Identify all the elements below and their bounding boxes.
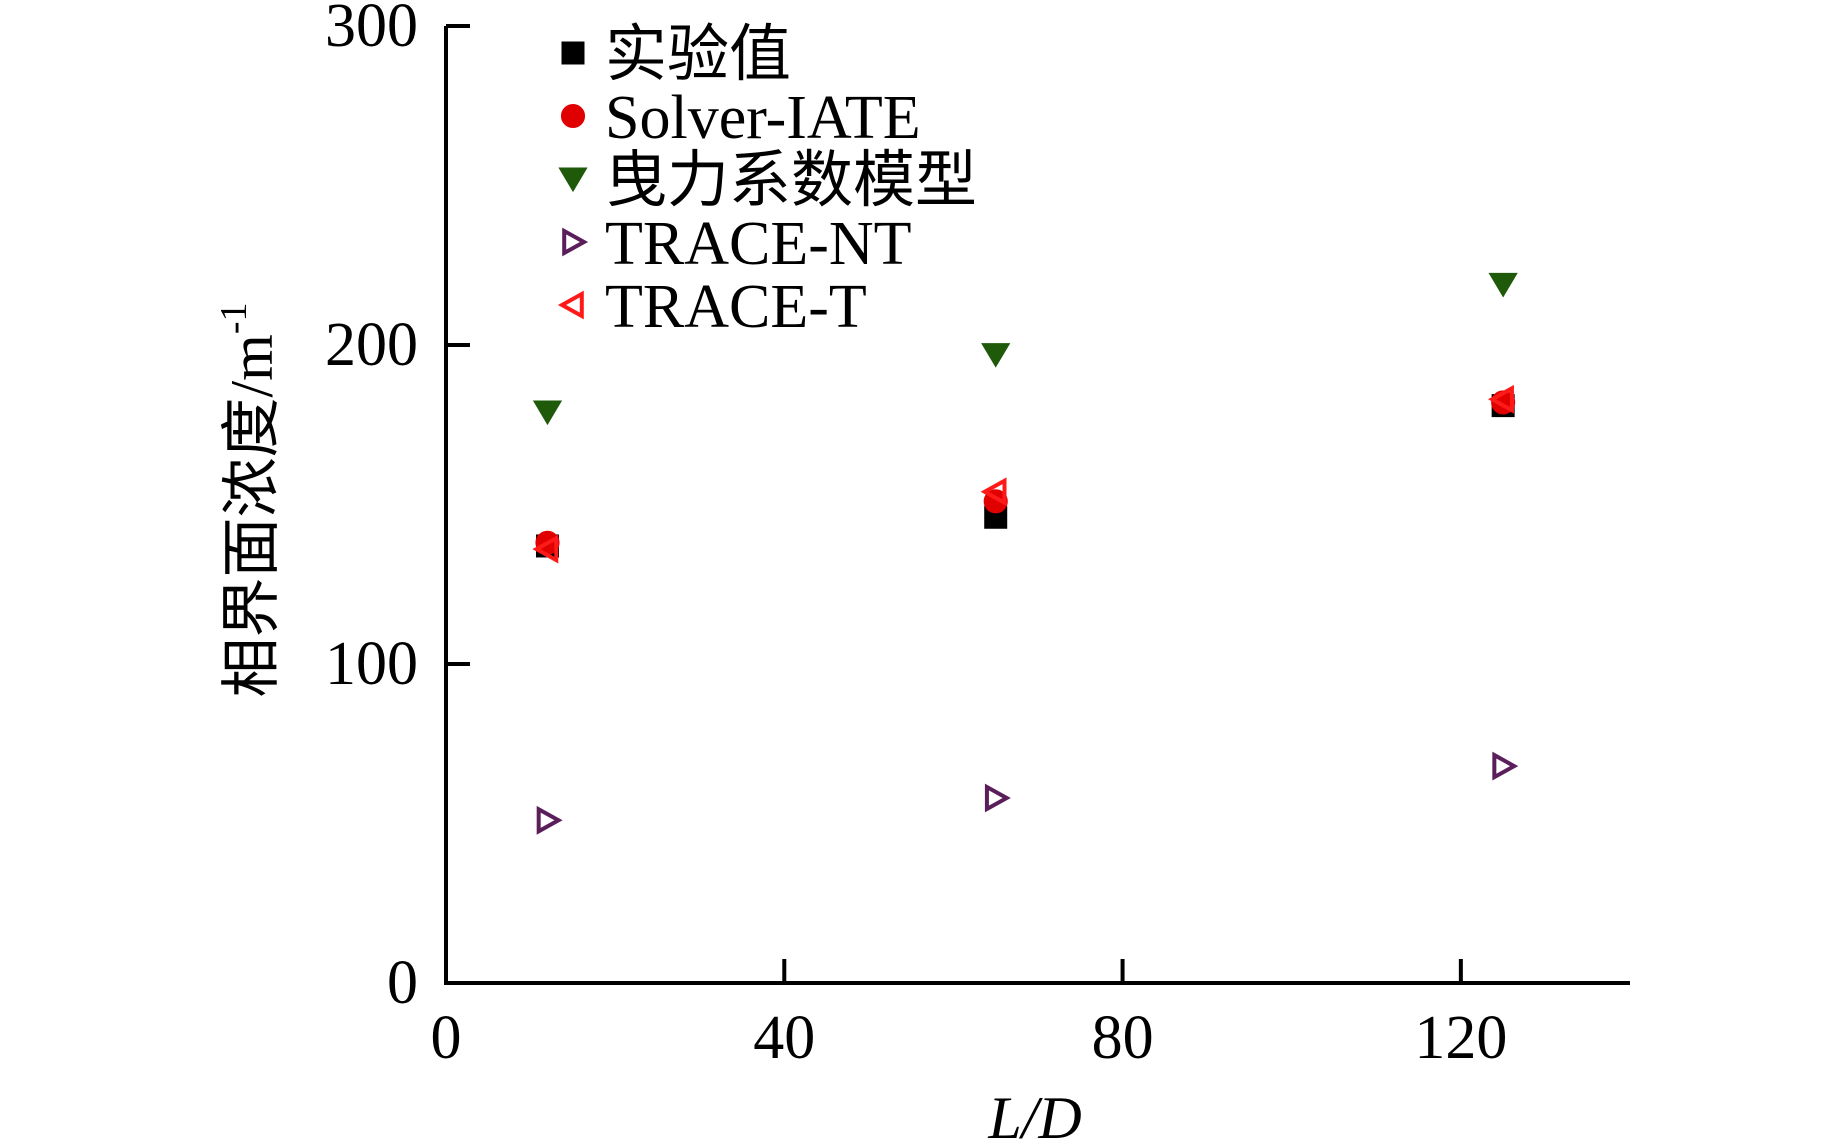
x-axis-title: L/D — [987, 1085, 1081, 1146]
y-tick-label: 300 — [325, 0, 418, 60]
data-point-series-3 — [532, 400, 563, 426]
data-point-series-5 — [532, 534, 559, 564]
y-tick-label: 100 — [325, 630, 418, 698]
legend-marker-3 — [558, 167, 588, 193]
legend-marker-4 — [562, 227, 589, 257]
y-tick-label: 0 — [387, 949, 418, 1017]
y-axis-title-superscript: -1 — [213, 303, 255, 335]
legend-label-5: TRACE-T — [605, 273, 867, 341]
y-axis-title-main: 相界面浓度/m — [219, 334, 285, 697]
legend-label-3: 曳力系数模型 — [605, 147, 977, 215]
legend-label-4: TRACE-NT — [605, 210, 912, 278]
data-point-series-4 — [536, 805, 563, 835]
data-point-series-4 — [984, 783, 1011, 813]
data-point-series-3 — [981, 343, 1011, 368]
y-axis-title: 相界面浓度/m-1 — [213, 303, 285, 698]
data-point-series-5 — [980, 477, 1007, 507]
legend-label-2: Solver-IATE — [605, 84, 921, 152]
y-tick-label: 200 — [325, 311, 418, 379]
data-point-series-5 — [1488, 384, 1514, 414]
legend-marker-2 — [560, 103, 586, 129]
legend-label-1: 实验值 — [605, 21, 791, 89]
data-point-series-4 — [1492, 751, 1519, 781]
x-tick-label: 40 — [753, 1004, 815, 1072]
legend-marker-5 — [557, 290, 584, 320]
x-tick-label: 120 — [1414, 1004, 1507, 1072]
x-tick-label: 0 — [431, 1004, 462, 1072]
legend-marker-1 — [561, 41, 585, 65]
data-point-series-3 — [1488, 272, 1518, 298]
x-tick-label: 80 — [1092, 1004, 1154, 1072]
